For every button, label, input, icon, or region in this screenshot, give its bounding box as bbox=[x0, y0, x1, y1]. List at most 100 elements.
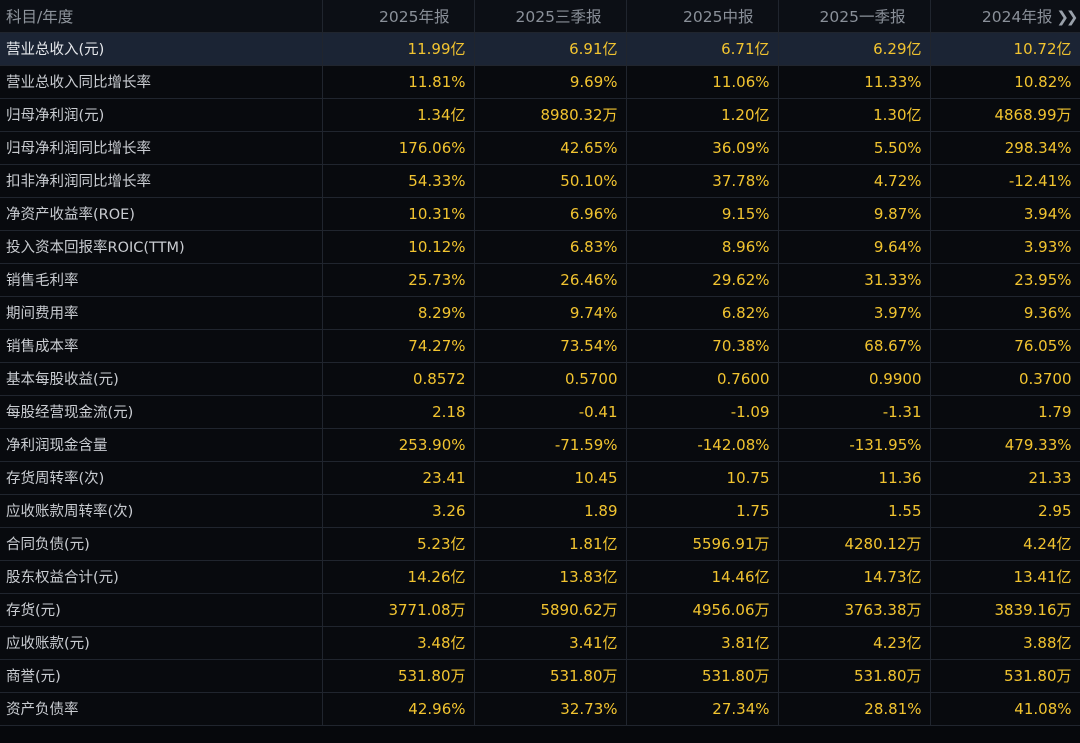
row-value-cell: 1.75 bbox=[626, 494, 779, 528]
row-value-cell: 8980.32万 bbox=[474, 98, 627, 132]
row-value-cell: 9.69% bbox=[474, 65, 627, 99]
row-value-cell: 9.87% bbox=[778, 197, 931, 231]
row-value-cell: 13.83亿 bbox=[474, 560, 627, 594]
row-value-cell: 4956.06万 bbox=[626, 593, 779, 627]
row-value-cell: 0.5700 bbox=[474, 362, 627, 396]
header-period-2024-annual-label: 2024年报 bbox=[981, 7, 1053, 26]
row-value-cell: 531.80万 bbox=[474, 659, 627, 693]
row-value-cell: 11.99亿 bbox=[322, 32, 475, 66]
row-value-cell: 298.34% bbox=[930, 131, 1080, 165]
row-value-cell: 25.73% bbox=[322, 263, 475, 297]
table-row[interactable]: 存货(元) 3771.08万 5890.62万 4956.06万 3763.38万 383… bbox=[0, 593, 1080, 627]
row-value-cell: 3.48亿 bbox=[322, 626, 475, 660]
row-value-cell: 531.80万 bbox=[322, 659, 475, 693]
row-value-cell: 11.81% bbox=[322, 65, 475, 99]
row-label: 扣非净利润同比增长率 bbox=[0, 164, 323, 198]
row-label: 归母净利润同比增长率 bbox=[0, 131, 323, 165]
row-value-cell: 14.73亿 bbox=[778, 560, 931, 594]
row-value-cell: -71.59% bbox=[474, 428, 627, 462]
row-value-cell: 0.9900 bbox=[778, 362, 931, 396]
row-value-cell: 68.67% bbox=[778, 329, 931, 363]
row-value-cell: 4280.12万 bbox=[778, 527, 931, 561]
row-value-cell: 13.41亿 bbox=[930, 560, 1080, 594]
table-row[interactable]: 基本每股收益(元) 0.8572 0.5700 0.7600 0.9900 0.3700 bbox=[0, 362, 1080, 396]
row-label: 销售毛利率 bbox=[0, 263, 323, 297]
row-value-cell: 76.05% bbox=[930, 329, 1080, 363]
header-period-2025-q3[interactable]: 2025三季报 bbox=[474, 0, 627, 33]
double-chevron-right-icon[interactable]: ❯❯ bbox=[1056, 7, 1078, 26]
table-row[interactable]: 销售毛利率 25.73% 26.46% 29.62% 31.33% 23.95% bbox=[0, 263, 1080, 297]
row-value-cell: 10.31% bbox=[322, 197, 475, 231]
row-value-cell: 0.7600 bbox=[626, 362, 779, 396]
table-row[interactable]: 营业总收入(元) 11.99亿 6.91亿 6.71亿 6.29亿 10.72亿 bbox=[0, 32, 1080, 66]
row-value-cell: 42.65% bbox=[474, 131, 627, 165]
row-value-cell: 3.93% bbox=[930, 230, 1080, 264]
header-row: 科目/年度 2025年报 2025三季报 2025中报 2025一季报 2024… bbox=[0, 0, 1080, 33]
table-row[interactable]: 应收账款(元) 3.48亿 3.41亿 3.81亿 4.23亿 3.88亿 bbox=[0, 626, 1080, 660]
row-value-cell: 3.94% bbox=[930, 197, 1080, 231]
table-row[interactable]: 存货周转率(次) 23.41 10.45 10.75 11.36 21.33 bbox=[0, 461, 1080, 495]
row-label: 商誉(元) bbox=[0, 659, 323, 693]
row-value-cell: 531.80万 bbox=[626, 659, 779, 693]
row-value-cell: 28.81% bbox=[778, 692, 931, 726]
header-period-2025-q1[interactable]: 2025一季报 bbox=[778, 0, 931, 33]
row-value-cell: 6.71亿 bbox=[626, 32, 779, 66]
row-value-cell: -1.31 bbox=[778, 395, 931, 429]
row-label: 应收账款周转率(次) bbox=[0, 494, 323, 528]
table-row[interactable]: 净资产收益率(ROE) 10.31% 6.96% 9.15% 9.87% 3.94% bbox=[0, 197, 1080, 231]
row-label: 归母净利润(元) bbox=[0, 98, 323, 132]
row-value-cell: 1.30亿 bbox=[778, 98, 931, 132]
row-value-cell: 3.41亿 bbox=[474, 626, 627, 660]
row-label: 每股经营现金流(元) bbox=[0, 395, 323, 429]
header-period-2025-annual[interactable]: 2025年报 bbox=[322, 0, 475, 33]
row-value-cell: 41.08% bbox=[930, 692, 1080, 726]
row-value-cell: 8.96% bbox=[626, 230, 779, 264]
table-row[interactable]: 归母净利润同比增长率 176.06% 42.65% 36.09% 5.50% 298.34… bbox=[0, 131, 1080, 165]
table-row[interactable]: 销售成本率 74.27% 73.54% 70.38% 68.67% 76.05% bbox=[0, 329, 1080, 363]
table-header: 科目/年度 2025年报 2025三季报 2025中报 2025一季报 2024… bbox=[0, 0, 1080, 33]
row-value-cell: 27.34% bbox=[626, 692, 779, 726]
table-row[interactable]: 每股经营现金流(元) 2.18 -0.41 -1.09 -1.31 1.79 bbox=[0, 395, 1080, 429]
row-value-cell: 3.97% bbox=[778, 296, 931, 330]
row-label: 合同负债(元) bbox=[0, 527, 323, 561]
row-label: 存货周转率(次) bbox=[0, 461, 323, 495]
header-label: 科目/年度 bbox=[0, 0, 323, 33]
table-row[interactable]: 股东权益合计(元) 14.26亿 13.83亿 14.46亿 14.73亿 13.41亿 bbox=[0, 560, 1080, 594]
table-row[interactable]: 投入资本回报率ROIC(TTM) 10.12% 6.83% 8.96% 9.64% 3.9… bbox=[0, 230, 1080, 264]
row-value-cell: 3.26 bbox=[322, 494, 475, 528]
table-row[interactable]: 资产负债率 42.96% 32.73% 27.34% 28.81% 41.08% bbox=[0, 692, 1080, 726]
row-value-cell: 54.33% bbox=[322, 164, 475, 198]
table-row[interactable]: 商誉(元) 531.80万 531.80万 531.80万 531.80万 531.80万 bbox=[0, 659, 1080, 693]
table-row[interactable]: 应收账款周转率(次) 3.26 1.89 1.75 1.55 2.95 bbox=[0, 494, 1080, 528]
table-row[interactable]: 期间费用率 8.29% 9.74% 6.82% 3.97% 9.36% bbox=[0, 296, 1080, 330]
row-value-cell: 23.95% bbox=[930, 263, 1080, 297]
row-value-cell: 70.38% bbox=[626, 329, 779, 363]
row-value-cell: 1.34亿 bbox=[322, 98, 475, 132]
row-label: 存货(元) bbox=[0, 593, 323, 627]
row-label: 营业总收入(元) bbox=[0, 32, 323, 66]
table-row[interactable]: 归母净利润(元) 1.34亿 8980.32万 1.20亿 1.30亿 4868.99万 bbox=[0, 98, 1080, 132]
row-value-cell: 21.33 bbox=[930, 461, 1080, 495]
row-value-cell: 1.79 bbox=[930, 395, 1080, 429]
row-value-cell: 531.80万 bbox=[778, 659, 931, 693]
row-value-cell: 29.62% bbox=[626, 263, 779, 297]
row-value-cell: 3763.38万 bbox=[778, 593, 931, 627]
row-value-cell: 73.54% bbox=[474, 329, 627, 363]
table-row[interactable]: 净利润现金含量 253.90% -71.59% -142.08% -131.95% 479… bbox=[0, 428, 1080, 462]
header-period-2024-annual[interactable]: 2024年报 ❯❯ bbox=[930, 0, 1080, 33]
header-period-2025-interim[interactable]: 2025中报 bbox=[626, 0, 779, 33]
table-row[interactable]: 合同负债(元) 5.23亿 1.81亿 5596.91万 4280.12万 4.24亿 bbox=[0, 527, 1080, 561]
row-label: 营业总收入同比增长率 bbox=[0, 65, 323, 99]
row-label: 股东权益合计(元) bbox=[0, 560, 323, 594]
table-row[interactable]: 营业总收入同比增长率 11.81% 9.69% 11.06% 11.33% 10.82% bbox=[0, 65, 1080, 99]
row-value-cell: 11.33% bbox=[778, 65, 931, 99]
row-value-cell: 5.50% bbox=[778, 131, 931, 165]
row-value-cell: 74.27% bbox=[322, 329, 475, 363]
row-label: 净利润现金含量 bbox=[0, 428, 323, 462]
row-value-cell: 10.12% bbox=[322, 230, 475, 264]
row-value-cell: 10.72亿 bbox=[930, 32, 1080, 66]
row-value-cell: 10.45 bbox=[474, 461, 627, 495]
row-label: 销售成本率 bbox=[0, 329, 323, 363]
table-row[interactable]: 扣非净利润同比增长率 54.33% 50.10% 37.78% 4.72% -12.41% bbox=[0, 164, 1080, 198]
row-value-cell: 3839.16万 bbox=[930, 593, 1080, 627]
